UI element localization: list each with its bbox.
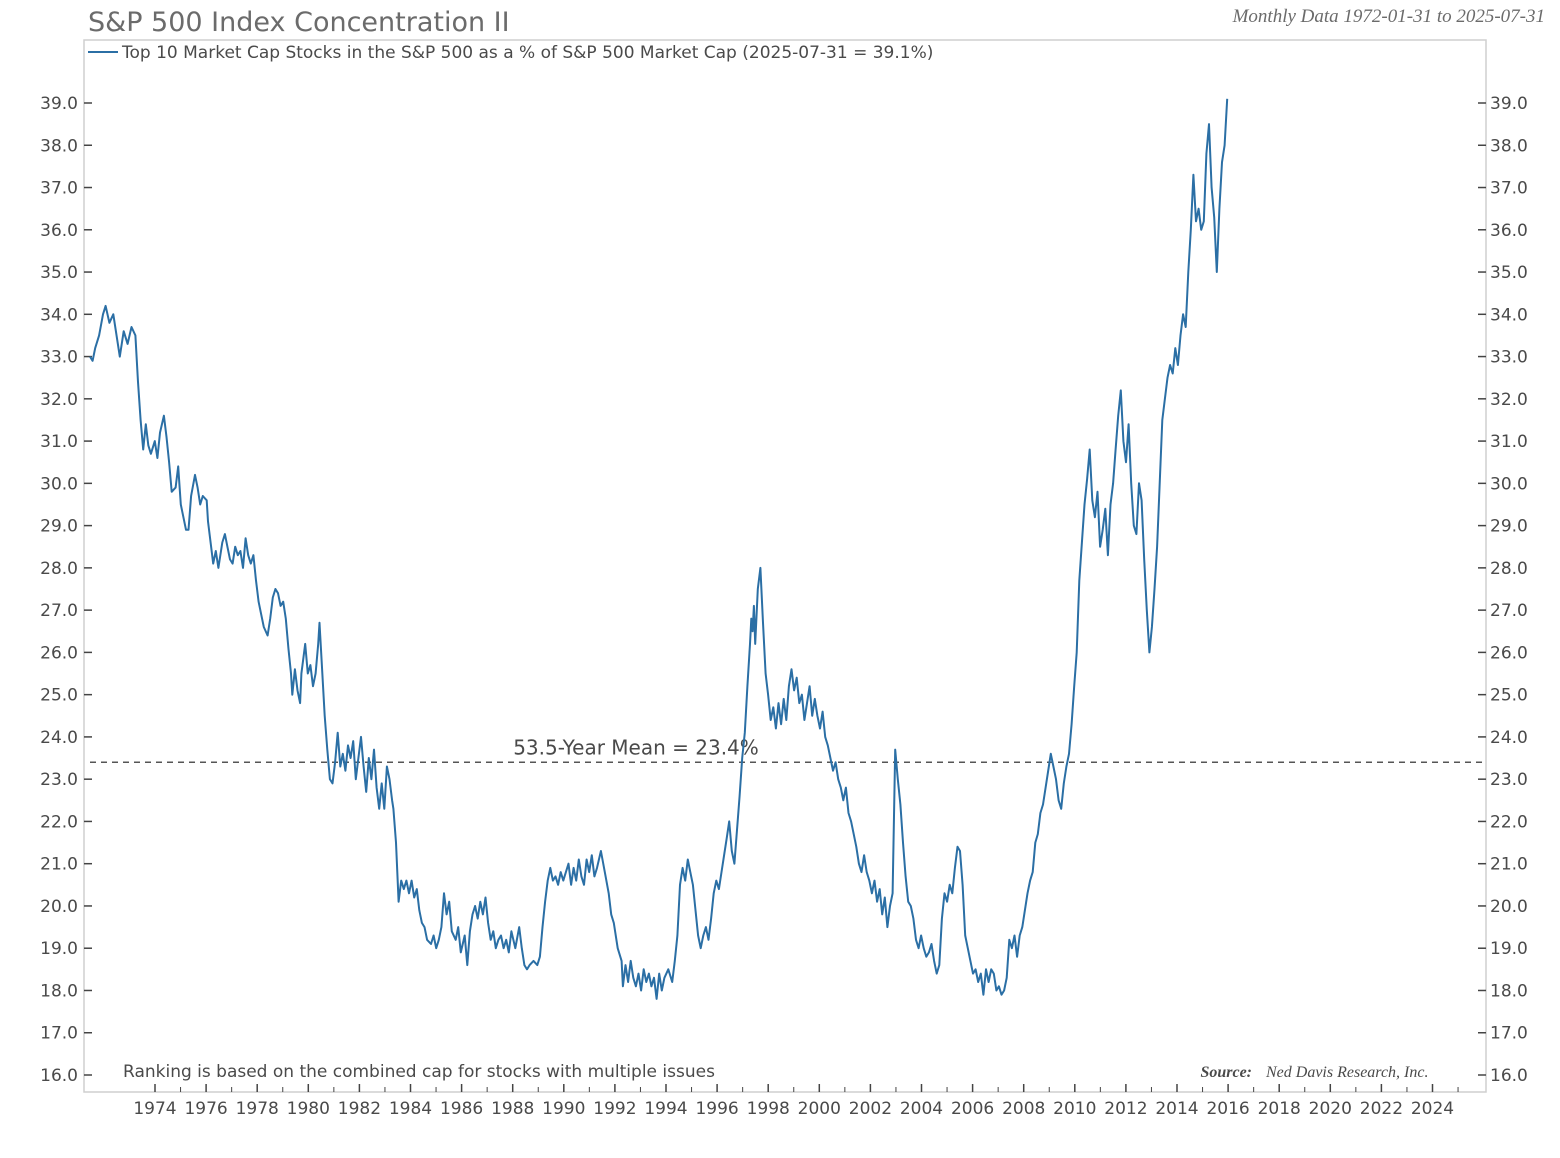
y-tick-label-left: 36.0 xyxy=(40,221,78,241)
x-tick-label: 1998 xyxy=(747,1099,790,1119)
y-tick-label-left: 21.0 xyxy=(40,855,78,875)
y-tick-label-right: 30.0 xyxy=(1490,474,1528,494)
y-tick-label-right: 16.0 xyxy=(1490,1066,1528,1086)
y-tick-label-right: 24.0 xyxy=(1490,728,1528,748)
y-tick-label-left: 30.0 xyxy=(40,474,78,494)
y-tick-label-right: 20.0 xyxy=(1490,897,1528,917)
x-tick-label: 1988 xyxy=(491,1099,534,1119)
x-tick-label: 2014 xyxy=(1155,1099,1198,1119)
y-tick-label-left: 19.0 xyxy=(40,939,78,959)
x-tick-label: 2010 xyxy=(1053,1099,1096,1119)
x-tick-label: 1984 xyxy=(389,1099,432,1119)
y-tick-label-left: 17.0 xyxy=(40,1024,78,1044)
y-tick-label-left: 35.0 xyxy=(40,263,78,283)
x-tick-label: 1980 xyxy=(287,1099,330,1119)
x-tick-label: 2008 xyxy=(1002,1099,1045,1119)
y-tick-label-left: 25.0 xyxy=(40,686,78,706)
y-tick-label-right: 27.0 xyxy=(1490,601,1528,621)
y-tick-label-left: 29.0 xyxy=(40,517,78,537)
plot-frame xyxy=(83,39,1487,1093)
y-tick-label-right: 19.0 xyxy=(1490,939,1528,959)
y-tick-label-left: 28.0 xyxy=(40,559,78,579)
x-tick-label: 2000 xyxy=(798,1099,841,1119)
chart-title: S&P 500 Index Concentration II xyxy=(88,7,510,38)
y-axis-left: 16.0 17.0 18.0 19.0 20.0 21.0 22.0 23.0 24.0 25.0… xyxy=(40,94,92,1086)
y-tick-label-right: 18.0 xyxy=(1490,981,1528,1001)
chart-note: Ranking is based on the combined cap for… xyxy=(123,1062,715,1082)
x-tick-label: 1982 xyxy=(338,1099,381,1119)
y-tick-label-right: 22.0 xyxy=(1490,812,1528,832)
y-tick-label-left: 33.0 xyxy=(40,348,78,368)
y-tick-label-left: 32.0 xyxy=(40,390,78,410)
y-tick-label-left: 37.0 xyxy=(40,179,78,199)
y-tick-label-right: 38.0 xyxy=(1490,136,1528,156)
y-tick-label-left: 26.0 xyxy=(40,643,78,663)
x-tick-label: 1996 xyxy=(695,1099,738,1119)
y-tick-label-left: 38.0 xyxy=(40,136,78,156)
x-tick-label: 2022 xyxy=(1360,1099,1403,1119)
y-tick-label-right: 23.0 xyxy=(1490,770,1528,790)
source-label: Source: xyxy=(1200,1064,1252,1081)
y-tick-label-right: 25.0 xyxy=(1490,686,1528,706)
x-tick-label: 1992 xyxy=(593,1099,636,1119)
x-tick-label: 2024 xyxy=(1411,1099,1454,1119)
mean-label: 53.5-Year Mean = 23.4% xyxy=(513,735,759,759)
y-tick-label-left: 31.0 xyxy=(40,432,78,452)
series-line-top10-share xyxy=(89,98,1229,1000)
y-tick-label-right: 28.0 xyxy=(1490,559,1528,579)
x-tick-label: 1978 xyxy=(236,1099,279,1119)
y-tick-label-right: 36.0 xyxy=(1490,221,1528,241)
y-tick-label-right: 32.0 xyxy=(1490,390,1528,410)
y-tick-label-right: 39.0 xyxy=(1490,94,1528,114)
x-tick-label: 2002 xyxy=(849,1099,892,1119)
x-tick-label: 2020 xyxy=(1309,1099,1352,1119)
chart-subtitle: Monthly Data 1972-01-31 to 2025-07-31 xyxy=(1232,6,1545,27)
y-tick-label-left: 16.0 xyxy=(40,1066,78,1086)
y-tick-label-right: 29.0 xyxy=(1490,517,1528,537)
y-tick-label-left: 22.0 xyxy=(40,812,78,832)
y-tick-label-left: 23.0 xyxy=(40,770,78,790)
y-tick-label-right: 37.0 xyxy=(1490,179,1528,199)
x-tick-label: 1986 xyxy=(440,1099,483,1119)
x-axis: 1974 1976 1978 1980 1982 1984 1986 1988 1990 1992… xyxy=(133,1084,1459,1119)
x-tick-label: 2012 xyxy=(1104,1099,1147,1119)
y-tick-label-right: 21.0 xyxy=(1490,855,1528,875)
y-tick-label-left: 24.0 xyxy=(40,728,78,748)
y-tick-label-left: 39.0 xyxy=(40,94,78,114)
y-tick-label-right: 17.0 xyxy=(1490,1024,1528,1044)
x-tick-label: 2016 xyxy=(1206,1099,1249,1119)
y-tick-label-left: 20.0 xyxy=(40,897,78,917)
y-tick-label-right: 34.0 xyxy=(1490,305,1528,325)
y-tick-label-left: 34.0 xyxy=(40,305,78,325)
y-tick-label-right: 35.0 xyxy=(1490,263,1528,283)
legend-label: Top 10 Market Cap Stocks in the S&P 500 … xyxy=(121,43,933,63)
x-tick-label: 2018 xyxy=(1258,1099,1301,1119)
x-tick-label: 1974 xyxy=(133,1099,176,1119)
x-tick-label: 1976 xyxy=(184,1099,227,1119)
y-tick-label-left: 18.0 xyxy=(40,981,78,1001)
x-tick-label: 2006 xyxy=(951,1099,994,1119)
y-axis-right: 16.0 17.0 18.0 19.0 20.0 21.0 22.0 23.0 24.0 25.0… xyxy=(1478,94,1528,1086)
x-tick-label: 2004 xyxy=(900,1099,943,1119)
y-tick-label-right: 31.0 xyxy=(1490,432,1528,452)
x-tick-label: 1994 xyxy=(644,1099,687,1119)
y-tick-label-right: 26.0 xyxy=(1490,643,1528,663)
source-value: Ned Davis Research, Inc. xyxy=(1265,1064,1428,1081)
y-tick-label-right: 33.0 xyxy=(1490,348,1528,368)
x-tick-label: 1990 xyxy=(542,1099,585,1119)
y-tick-label-left: 27.0 xyxy=(40,601,78,621)
